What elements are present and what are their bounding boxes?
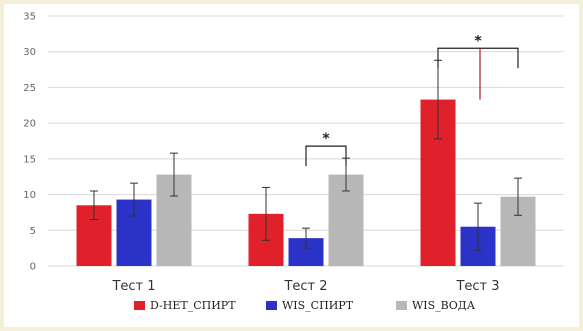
significance-bracket — [437, 47, 519, 69]
x-category-label: Тест 2 — [283, 279, 327, 294]
chart-frame: 0 5 10 15 20 25 30 35 Тест 1 Тест 2 Тест 3 * * D-НЕТ_… — [4, 4, 579, 327]
y-tick-label: 5 — [30, 226, 36, 237]
y-tick-label: 20 — [23, 119, 36, 130]
y-tick-label: 35 — [23, 12, 36, 23]
legend-label: D-НЕТ_СПИРТ — [150, 299, 236, 312]
y-tick-label: 30 — [23, 47, 36, 58]
significance-bracket — [305, 145, 347, 167]
bar-chart: 0 5 10 15 20 25 30 35 Тест 1 Тест 2 Тест 3 * * D-НЕТ_… — [23, 12, 564, 312]
y-tick-label: 25 — [23, 83, 36, 94]
y-tick-label: 0 — [30, 262, 36, 273]
y-tick-label: 15 — [23, 154, 36, 165]
x-category-label: Тест 1 — [111, 279, 155, 294]
significance-star: * — [322, 131, 330, 147]
legend-label: WIS_ВОДА — [412, 299, 476, 312]
y-tick-label: 10 — [23, 190, 36, 201]
legend-swatch — [266, 301, 277, 310]
x-category-label: Тест 3 — [455, 279, 499, 294]
legend-swatch — [396, 301, 407, 310]
significance-star: * — [474, 33, 482, 49]
legend-label: WIS_СПИРТ — [282, 299, 354, 312]
legend-swatch — [134, 301, 145, 310]
